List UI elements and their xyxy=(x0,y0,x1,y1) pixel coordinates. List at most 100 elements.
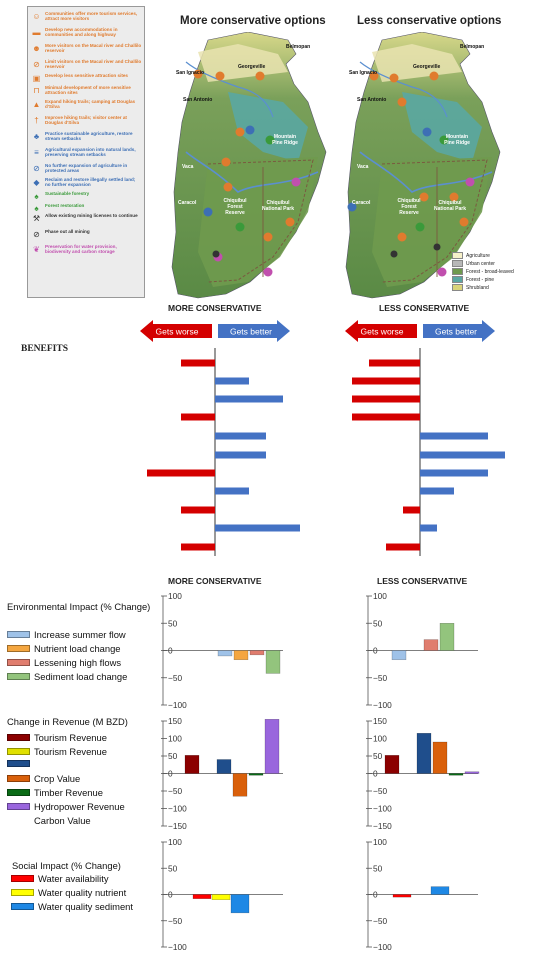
benefits-chart: Gets worse Gets better Gets worse Gets bett… xyxy=(140,320,505,556)
benefit-bar xyxy=(420,451,505,459)
gets-worse-label: Gets worse xyxy=(156,327,199,337)
impact-tick-label: −100 xyxy=(373,942,392,952)
impact-tick-label: 100 xyxy=(168,837,182,847)
revenue-title: Change in Revenue (M BZD) xyxy=(7,716,128,727)
map-title-less-conservative: Less conservative options xyxy=(357,15,502,27)
impact-legend-swatch xyxy=(11,875,34,882)
benefit-bar xyxy=(352,377,420,385)
map-legend-text: Expand hiking trails; camping at Douglas… xyxy=(45,99,136,110)
impact-bar xyxy=(211,894,231,900)
landcover-legend-item: Forest - broad-leaved xyxy=(452,268,514,275)
benefit-bar xyxy=(215,487,249,495)
bed-icon: ▬ xyxy=(32,28,41,37)
map-legend-item: ⊘ No further expansion of agriculture in … xyxy=(32,163,142,173)
impact-bar xyxy=(217,650,233,657)
impact-tick-label: −50 xyxy=(373,916,387,926)
impact-tick-label: −100 xyxy=(373,700,392,710)
map-legend-text: Forest restoration xyxy=(45,203,85,208)
benefit-bar xyxy=(369,359,420,367)
impact-tick-label: 50 xyxy=(168,863,178,873)
label-vaca-2: Vaca xyxy=(357,164,369,170)
label-belmopan-2: Belmopan xyxy=(460,44,485,50)
impact-tick-label: −100 xyxy=(168,700,187,710)
map-legend-item: ☻ More visitors on the Macal river and Ch… xyxy=(32,43,142,53)
forest-restore-icon: ♠ xyxy=(34,204,39,213)
map-legend-text: Communities offer more tourism services,… xyxy=(45,11,138,22)
label-caracol-2: Caracol xyxy=(352,200,371,206)
map-legend-item: ☺ Communities offer more tourism services… xyxy=(32,11,142,21)
benefit-bar xyxy=(181,543,215,551)
map-more-conservative xyxy=(171,32,327,299)
map-tourism-icons xyxy=(193,69,295,242)
landcover-label: Forest - pine xyxy=(466,276,495,283)
map-legend-text: Allow existing mining licenses to contin… xyxy=(45,213,138,218)
gets-better-arrow: Gets better xyxy=(218,320,290,342)
benefit-bar xyxy=(181,506,215,514)
impact-legend-swatch xyxy=(11,889,34,896)
label-belmopan: Belmopan xyxy=(286,44,311,50)
reclaim-icon: ◆ xyxy=(33,178,40,187)
label-san-antonio: San Antonio xyxy=(183,97,213,103)
impact-legend-label: Sediment load change xyxy=(34,671,128,682)
landcover-swatch xyxy=(452,252,463,259)
impact-tick-label: 100 xyxy=(373,837,387,847)
map-legend-item: ♠ Forest restoration xyxy=(32,203,142,213)
label-vaca: Vaca xyxy=(182,164,194,170)
map-tourism-icons xyxy=(369,71,469,242)
landcover-swatch xyxy=(452,284,463,291)
impact-bar xyxy=(248,773,264,776)
impact-legend-swatch xyxy=(7,659,30,666)
no-crops-icon: ⊘ xyxy=(33,164,40,173)
impact-legend-label: Carbon Value xyxy=(34,815,91,826)
impact-tick-label: 50 xyxy=(168,618,178,628)
impact-tick-label: −50 xyxy=(168,673,182,683)
label-mountain-pine-ridge: Mountain Pine Ridge xyxy=(272,134,298,146)
label-chiquibul-national-park-2: Chiquibul National Park xyxy=(434,200,466,212)
impact-tick-label: −50 xyxy=(373,786,387,796)
impact-bar xyxy=(416,733,432,774)
label-chiquibul-forest-reserve-2: Chiquibul Forest Reserve xyxy=(397,198,421,216)
impact-legend-item: Sediment load change xyxy=(7,671,127,682)
map-legend-text: Phase out all mining xyxy=(45,229,90,234)
impact-legend-swatch xyxy=(7,803,30,810)
label-mountain-pine-ridge-2: Mountain Pine Ridge xyxy=(444,134,470,146)
map-title-more-conservative: More conservative options xyxy=(180,15,326,27)
impact-tick-label: 150 xyxy=(168,716,182,726)
benefit-bar xyxy=(181,359,215,367)
impact-legend-item: Water availability xyxy=(11,873,109,884)
gets-better-label: Gets better xyxy=(230,327,272,337)
map-legend-item: ▲ Expand hiking trails; camping at Dougla… xyxy=(32,99,142,109)
impact-tick-label: 50 xyxy=(168,751,178,761)
preservation-icon: ❦ xyxy=(33,245,40,254)
social-impact-title: Social Impact (% Change) xyxy=(12,860,121,871)
impact-tick-label: −100 xyxy=(373,804,392,814)
impact-title-more: MORE CONSERVATIVE xyxy=(168,576,262,586)
impact-legend-item: Water quality nutrient xyxy=(11,887,126,898)
map-legend-text: Sustainable forestry xyxy=(45,191,90,196)
benefit-bar xyxy=(420,487,454,495)
impact-tick-label: 100 xyxy=(168,591,182,601)
visitors-icon: ☻ xyxy=(32,44,41,53)
benefit-bar xyxy=(403,506,420,514)
impact-tick-label: −50 xyxy=(373,673,387,683)
landcover-legend-item: Forest - pine xyxy=(452,276,494,283)
landcover-swatch xyxy=(452,276,463,283)
landcover-swatch xyxy=(452,260,463,267)
impact-legend-swatch xyxy=(11,903,34,910)
benefit-bar xyxy=(420,524,437,532)
impact-bar xyxy=(249,650,265,656)
impact-tick-label: 50 xyxy=(373,618,383,628)
impact-legend-swatch xyxy=(7,631,30,638)
impact-bar xyxy=(233,650,249,661)
impact-bar xyxy=(384,755,400,774)
impact-legend-swatch xyxy=(7,748,30,755)
impact-bar xyxy=(232,773,248,797)
label-san-ignacio-2: San Ignacio xyxy=(349,70,378,76)
impact-bar xyxy=(230,894,250,914)
impact-bar xyxy=(439,623,455,651)
map-legend-item: ≡ Agricultural expansion into natural lan… xyxy=(32,147,142,157)
impact-tick-label: −150 xyxy=(168,821,187,831)
map-legend-item: ⊓ Minimal development of more sensitive a… xyxy=(32,85,142,95)
benefit-bar xyxy=(147,469,215,477)
gets-worse-arrow: Gets worse xyxy=(345,320,417,342)
